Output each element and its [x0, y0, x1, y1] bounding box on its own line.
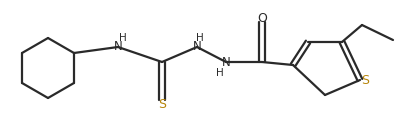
Text: S: S: [158, 99, 166, 111]
Text: N: N: [222, 56, 231, 69]
Text: H: H: [216, 68, 224, 78]
Text: N: N: [193, 40, 202, 53]
Text: O: O: [257, 12, 267, 24]
Text: H: H: [119, 33, 127, 43]
Text: H: H: [196, 33, 204, 43]
Text: S: S: [361, 73, 369, 86]
Text: N: N: [114, 40, 123, 53]
